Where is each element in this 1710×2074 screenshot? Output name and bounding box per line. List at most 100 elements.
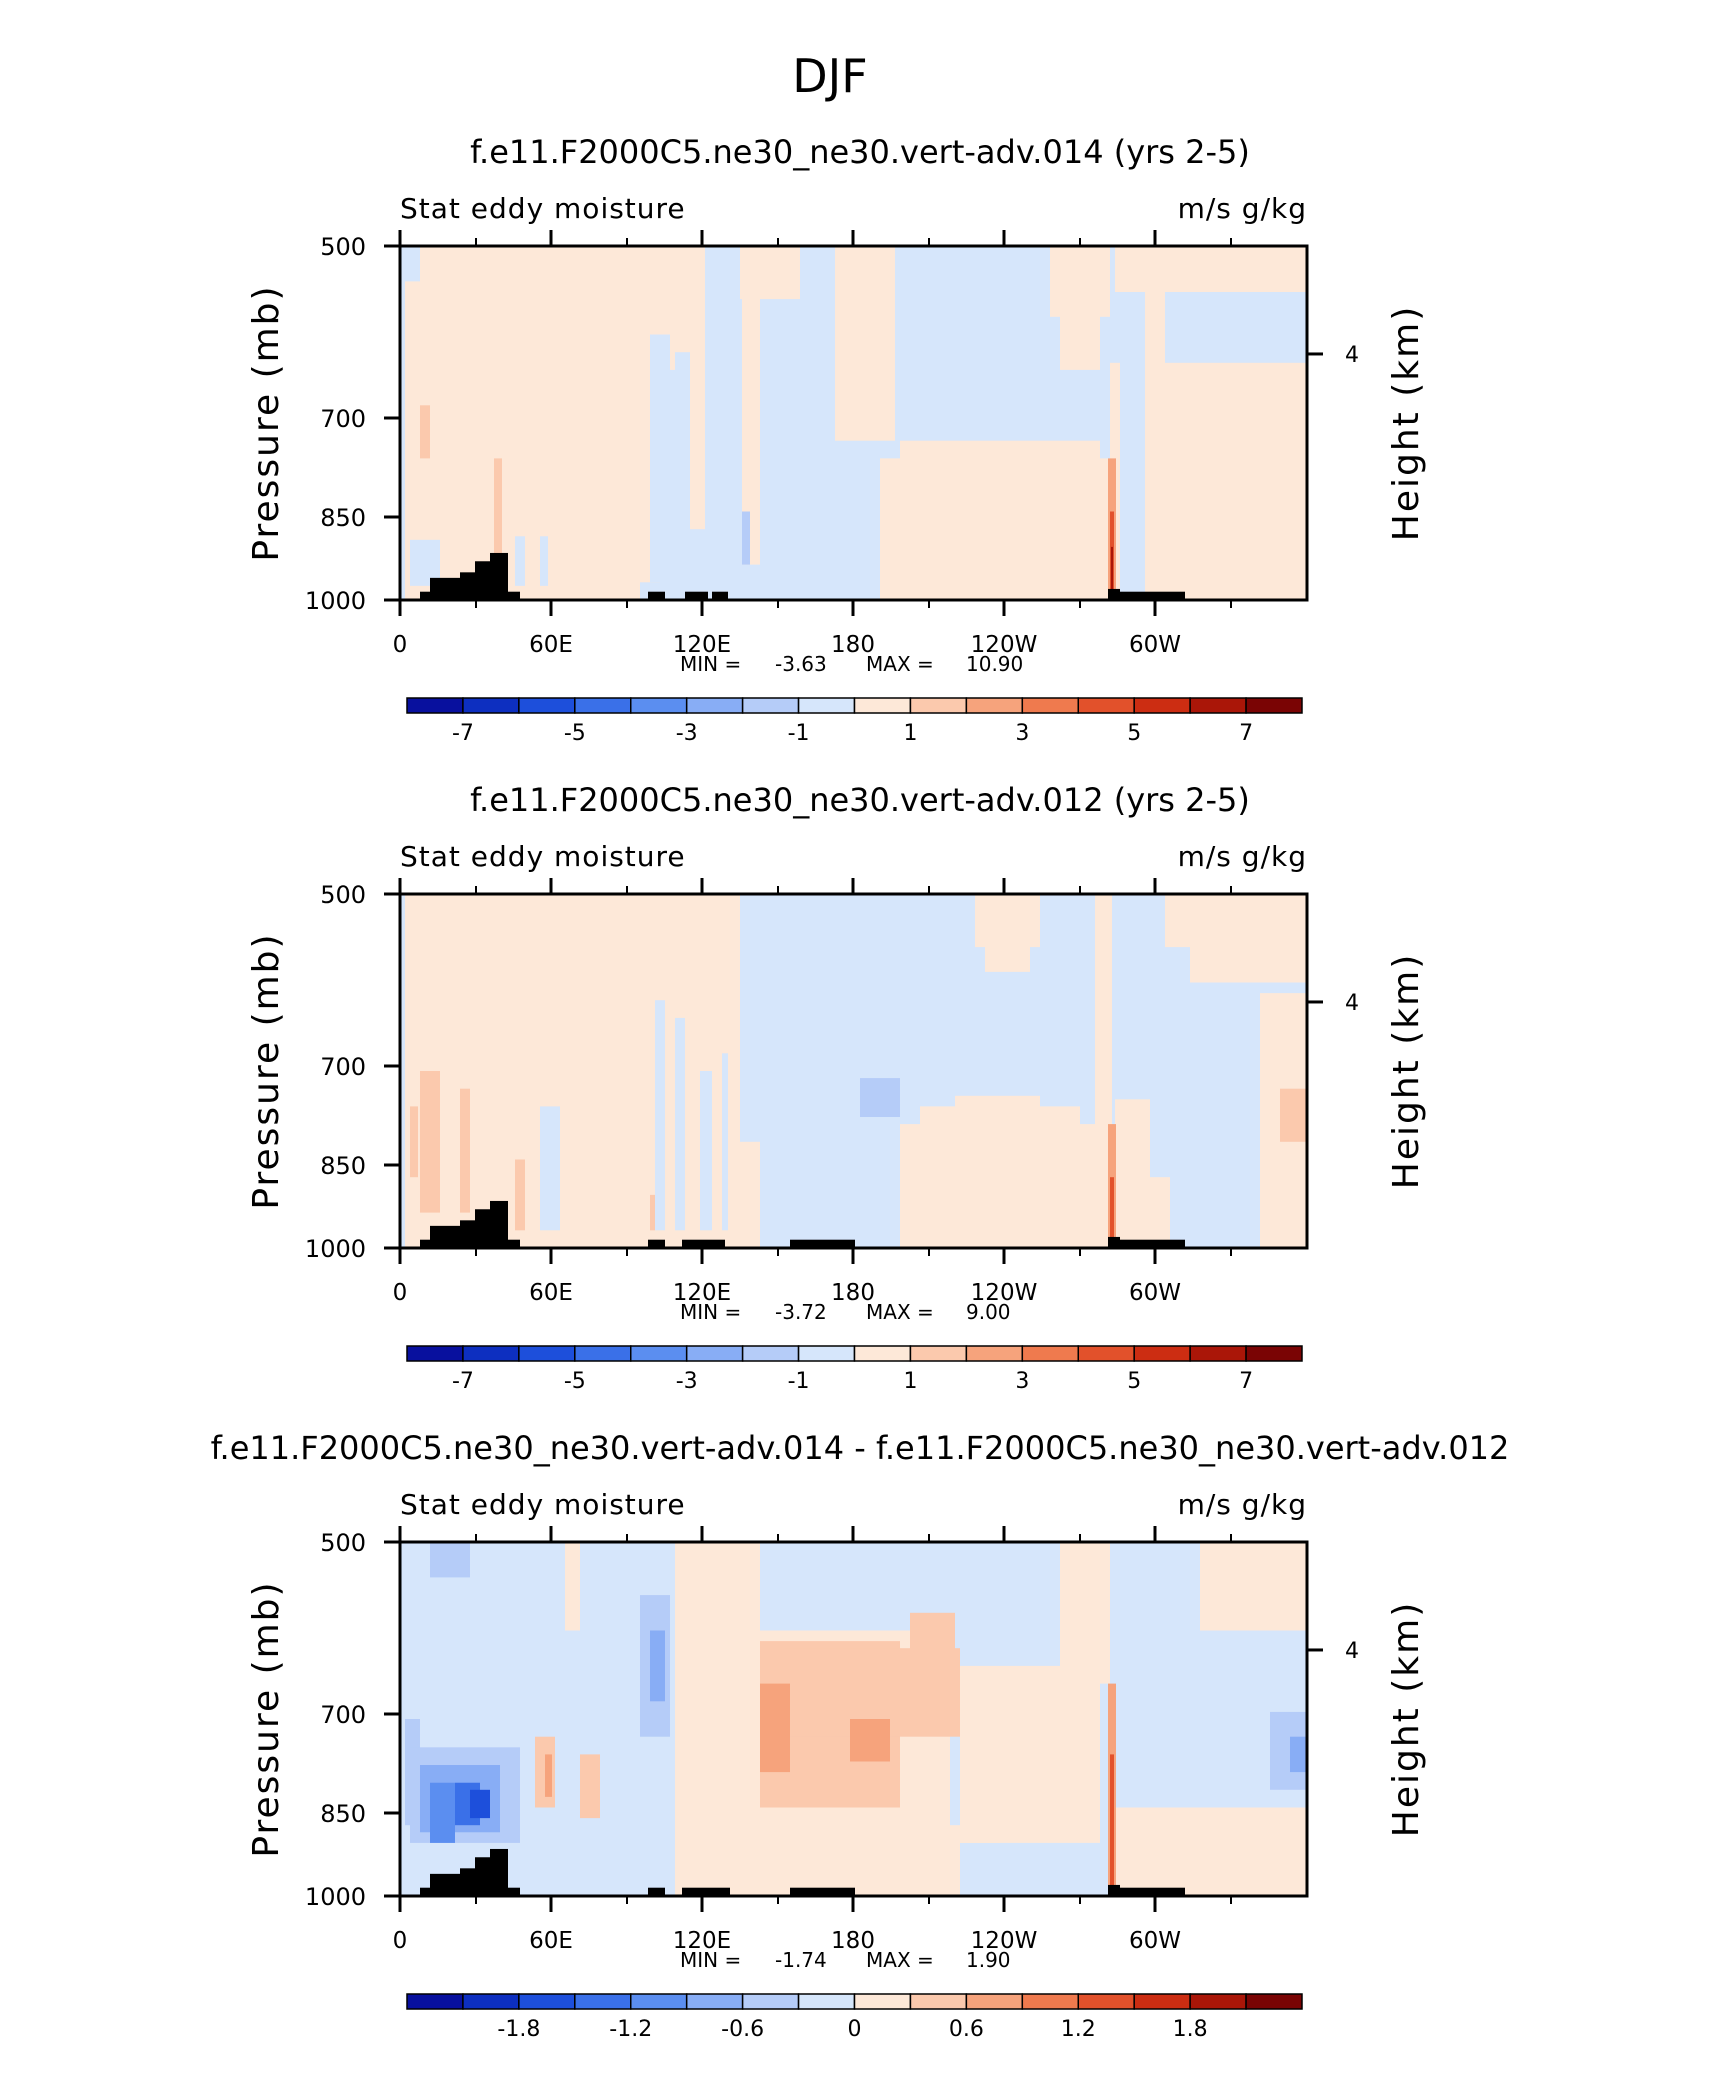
colorbar-swatch [630, 697, 688, 714]
contour-region [960, 1719, 1000, 1843]
contour-field [400, 1542, 1307, 1896]
colorbar-tick-label: 0.6 [949, 2017, 984, 2042]
x-tick-label: 60W [1129, 1280, 1181, 1306]
contour-region [1110, 1177, 1170, 1248]
topography-block [475, 1209, 490, 1248]
contour-region [460, 1088, 470, 1213]
topography-block [460, 1220, 475, 1248]
min-value: -3.63 [775, 652, 827, 676]
colorbar-swatch [462, 697, 520, 714]
y2-tick-label: 4 [1345, 343, 1359, 368]
colorbar-swatch [518, 1993, 576, 2010]
topography-block [508, 1239, 520, 1248]
left-label: Stat eddy moisture [400, 1488, 686, 1521]
topography-block [1120, 1887, 1185, 1896]
colorbar-swatch [797, 697, 856, 714]
colorbar-tick-label: -0.6 [721, 2017, 764, 2042]
contour-region [430, 1542, 470, 1578]
x-tick-label: 120W [971, 1280, 1038, 1306]
y-tick-label: 850 [320, 1800, 366, 1828]
colorbar-swatch [685, 697, 744, 714]
panel-2: f.e11.F2000C5.ne30_ne30.vert-adv.012 (yr… [246, 781, 1427, 1394]
colorbar-swatch [1021, 1993, 1079, 2010]
y-tick-label: 1000 [305, 587, 366, 615]
colorbar-tick-label: 3 [1015, 721, 1029, 746]
y-tick-label: 500 [320, 1529, 366, 1557]
contour-region [515, 1159, 525, 1231]
colorbar-tick-label: -5 [564, 721, 586, 746]
x-tick-label: 180 [831, 1280, 875, 1306]
colorbar-swatch [853, 697, 912, 714]
x-tick-label: 0 [393, 1280, 408, 1306]
y-tick-label: 500 [320, 881, 366, 909]
contour-region [850, 1719, 890, 1762]
colorbar-swatch [965, 697, 1024, 714]
contour-region [405, 246, 420, 282]
panel-title: f.e11.F2000C5.ne30_ne30.vert-adv.012 (yr… [470, 781, 1250, 819]
min-label: MIN = [680, 1948, 741, 1972]
colorbar-swatch [406, 697, 464, 714]
contour-region [1200, 1542, 1307, 1631]
contour-region [650, 334, 670, 583]
colorbar-tick-label: -1.8 [497, 2017, 540, 2042]
contour-region [675, 352, 690, 583]
contour-region [1111, 546, 1113, 600]
contour-field [400, 246, 1307, 600]
colorbar-swatch [797, 1345, 856, 1362]
topography-block [490, 1200, 508, 1248]
contour-region [540, 536, 548, 586]
contour-region [1110, 1177, 1114, 1248]
panel-title: f.e11.F2000C5.ne30_ne30.vert-adv.014 (yr… [470, 133, 1250, 171]
x-tick-label: 120E [673, 632, 731, 658]
colorbar-tick-label: -7 [452, 721, 474, 746]
contour-region [955, 1095, 1040, 1178]
y-tick-label: 850 [320, 1152, 366, 1180]
colorbar: -7 -5 -3 -1 1 3 5 7 [406, 697, 1303, 746]
min-value: -1.74 [775, 1948, 827, 1972]
contour-region [722, 1053, 728, 1231]
max-label: MAX = [866, 652, 934, 676]
max-value: 9.00 [966, 1300, 1011, 1324]
contour-region [410, 1106, 418, 1178]
y-axis-label: Pressure (mb) [246, 1580, 287, 1857]
contour-region [494, 458, 502, 583]
min-value: -3.72 [775, 1300, 827, 1324]
colorbar-swatch [1245, 697, 1303, 714]
colorbar-swatch [909, 697, 968, 714]
x-tick-label: 60W [1129, 632, 1181, 658]
colorbar-swatch [630, 1345, 688, 1362]
colorbar-swatch [518, 1345, 576, 1362]
x-tick-label: 120W [971, 1928, 1038, 1954]
x-tick-label: 0 [393, 632, 408, 658]
topography-block [648, 591, 665, 600]
colorbar-swatch [574, 697, 632, 714]
panel-title: f.e11.F2000C5.ne30_ne30.vert-adv.014 - f… [211, 1429, 1510, 1467]
colorbar-swatch [1021, 1345, 1079, 1362]
contour-region [910, 1612, 955, 1666]
contour-region [1060, 1542, 1110, 1684]
colorbar-swatch [1189, 1345, 1247, 1362]
y2-tick-label: 4 [1345, 1639, 1359, 1664]
colorbar-swatch [1077, 697, 1135, 714]
colorbar-tick-label: 1.8 [1173, 2017, 1208, 2042]
colorbar-tick-label: 1 [903, 1369, 917, 1394]
contour-region [580, 1754, 600, 1819]
colorbar-swatch [741, 1993, 800, 2010]
colorbar-tick-label: 0 [848, 2017, 862, 2042]
y-axis-label: Pressure (mb) [246, 932, 287, 1209]
y2-tick-label: 4 [1345, 991, 1359, 1016]
colorbar-swatch [574, 1345, 632, 1362]
contour-region [985, 894, 1030, 972]
colorbar-swatch [1245, 1345, 1303, 1362]
right-label: m/s g/kg [1178, 840, 1307, 873]
topography-block [1108, 588, 1120, 600]
min-label: MIN = [680, 1300, 741, 1324]
contour-region [742, 511, 750, 565]
contour-region [420, 1071, 440, 1213]
contour-region [655, 1000, 665, 1231]
colorbar-tick-label: 7 [1239, 1369, 1253, 1394]
contour-region [1290, 1736, 1307, 1773]
colorbar: -7 -5 -3 -1 1 3 5 7 [406, 1345, 1303, 1394]
contour-region [700, 1071, 712, 1231]
